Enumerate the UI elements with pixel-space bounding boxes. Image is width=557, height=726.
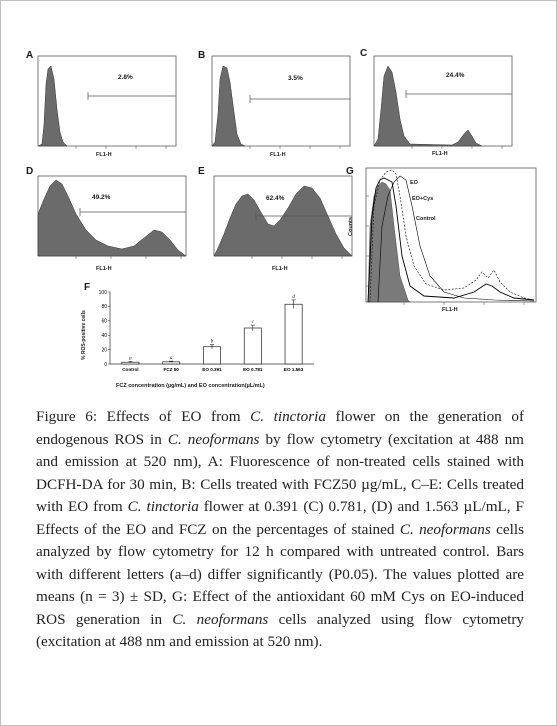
significance-letter: b [211, 340, 214, 345]
category-label: FCZ 50 [164, 367, 180, 372]
panel-g-legend-eo-cys: EO+Cys [412, 196, 434, 202]
significance-letter: a [170, 356, 173, 361]
panel-d-percent: 49.2% [92, 194, 111, 201]
bar [243, 327, 262, 365]
panel-f-ylabel: % ROS-positive cells [81, 310, 87, 360]
y-tick-label: 0 [104, 362, 107, 368]
caption-species-2: C. neoformans [167, 430, 260, 448]
panel-b-histogram [211, 55, 351, 149]
category-label: Control [122, 367, 138, 372]
caption-text-4: flower at 0.391 (C) 0.781, (D) and 1.563… [36, 498, 524, 538]
panel-c-histogram [373, 55, 513, 149]
panel-g-xlabel: FL1-H [442, 307, 458, 313]
caption-text-1: Effects of EO from [97, 408, 251, 425]
panel-e-percent: 62.4% [266, 195, 285, 202]
panel-a-percent: 2.8% [118, 74, 133, 81]
significance-letter: d [292, 295, 295, 300]
caption-species-5: C. neoformans [172, 610, 269, 628]
panel-c-percent: 24.4% [446, 72, 465, 79]
panel-d-label: D [26, 166, 34, 177]
panel-f-xlabel: FCZ concentration (µg/mL) and EO concent… [116, 383, 265, 389]
panel-g-label: G [346, 166, 354, 177]
caption-text-3: by flow cytometry (excitation at 488 nm … [36, 430, 524, 516]
y-tick-label: 40 [101, 333, 107, 339]
category-label: EO 1.563 [284, 367, 304, 372]
panel-e-histogram [213, 175, 353, 259]
significance-letter: c [252, 320, 255, 325]
caption-species-1: C. tinctoria [250, 408, 326, 425]
panel-e-label: E [198, 166, 205, 177]
panel-f-bar-chart: 0 20 40 60 80 100 a Control a FCZ 50 b EO 0.391 c EO … [99, 290, 314, 372]
figure-caption: Figure 6: Effects of EO from C. tinctori… [36, 406, 524, 654]
panel-g-overlay-histogram [365, 167, 537, 305]
panel-c-label: C [360, 48, 368, 59]
category-label: EO 0.781 [243, 367, 263, 372]
panel-a-xlabel: FL1-H [96, 152, 112, 158]
panel-b-label: B [198, 50, 206, 61]
caption-figure-label: Figure 6: [36, 408, 98, 425]
caption-text-5: cells analyzed by flow cytometry for 12 … [36, 520, 524, 628]
significance-letter: a [129, 356, 132, 361]
panel-g-legend-eo: EO [410, 180, 418, 186]
panel-g-legend-control: Control [416, 216, 436, 222]
y-tick-label: 60 [101, 319, 107, 325]
bar [203, 346, 221, 365]
caption-species-4: C. neoformans [399, 520, 491, 538]
caption-text-6: cells analyzed using flow cytometry (exc… [36, 610, 524, 651]
bar [284, 303, 303, 365]
y-tick-label: 20 [101, 347, 107, 353]
caption-species-3: C. tinctoria [127, 498, 199, 515]
panel-f-label: F [84, 282, 91, 293]
panel-d-histogram [37, 175, 187, 259]
panel-b-xlabel: FL1-H [270, 152, 286, 158]
y-tick-label: 80 [101, 304, 107, 310]
caption-text-2: flower on the generation of endogenous R… [36, 408, 525, 448]
panel-a-label: A [26, 50, 34, 61]
panel-c-xlabel: FL1-H [432, 151, 448, 157]
panel-g-ylabel: Counts [348, 217, 354, 236]
panel-a-histogram [37, 55, 177, 149]
panel-d-xlabel: FL1-H [96, 266, 112, 272]
category-label: EO 0.391 [202, 367, 222, 372]
panel-e-xlabel: FL1-H [272, 266, 288, 272]
panel-b-percent: 3.5% [288, 75, 303, 82]
y-tick-label: 100 [99, 290, 108, 296]
